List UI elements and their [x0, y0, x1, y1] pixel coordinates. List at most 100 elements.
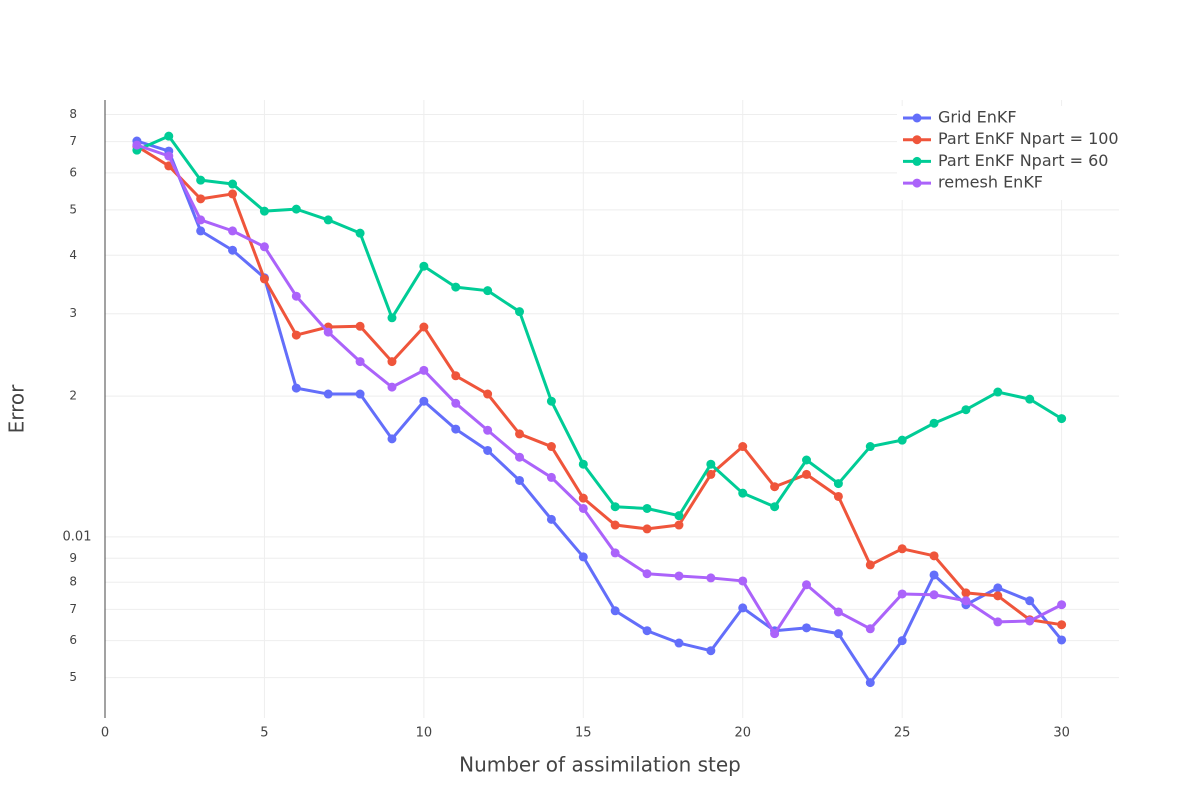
axes: 0 5 10 15 20 25 30 5 6 7 8 9 0.01 2 3 4 5 6 7 8 — [63, 100, 1070, 741]
series-line — [136, 145, 1062, 627]
data-point — [802, 469, 812, 479]
y-tick-label: 5 — [69, 202, 77, 216]
plot-area — [132, 131, 1067, 688]
series-line — [136, 139, 1063, 685]
data-point — [738, 488, 748, 498]
data-point — [578, 459, 588, 469]
data-point — [802, 455, 812, 465]
data-point — [1057, 414, 1067, 424]
x-tick-label: 30 — [1053, 726, 1070, 741]
data-point — [259, 274, 269, 284]
data-point — [546, 442, 556, 452]
data-point — [738, 603, 748, 613]
data-point — [387, 382, 397, 392]
y-tick-label: 9 — [69, 551, 77, 565]
data-point — [833, 607, 843, 617]
y-tick-label: 8 — [69, 575, 77, 589]
y-tick-label: 6 — [69, 633, 77, 647]
data-point — [961, 596, 971, 606]
data-point — [132, 140, 142, 150]
data-point — [865, 624, 875, 634]
data-point — [706, 459, 716, 469]
data-point — [196, 175, 206, 185]
data-point — [515, 475, 525, 485]
data-point — [770, 629, 780, 639]
legend-background — [897, 106, 1137, 200]
x-tick-label: 0 — [101, 726, 109, 741]
data-point — [610, 520, 620, 530]
data-point — [323, 215, 333, 225]
legend-marker — [912, 156, 922, 166]
data-point — [1025, 616, 1035, 626]
data-point — [993, 387, 1003, 397]
data-point — [993, 583, 1003, 593]
data-point — [323, 327, 333, 337]
data-point — [387, 313, 397, 323]
data-point — [323, 389, 333, 399]
data-point — [259, 206, 269, 216]
data-point — [196, 215, 206, 225]
data-point — [897, 544, 907, 554]
data-point — [291, 204, 301, 214]
data-point — [610, 548, 620, 558]
data-point — [419, 261, 429, 271]
data-point — [483, 425, 493, 435]
data-point — [419, 396, 429, 406]
data-point — [451, 371, 461, 381]
data-point — [1057, 600, 1067, 610]
data-point — [674, 638, 684, 648]
data-point — [929, 418, 939, 428]
data-point — [291, 383, 301, 393]
data-point — [897, 435, 907, 445]
data-point — [833, 629, 843, 639]
data-point — [1025, 394, 1035, 404]
data-point — [610, 502, 620, 512]
data-point — [929, 590, 939, 600]
data-point — [674, 511, 684, 521]
data-point — [706, 573, 716, 583]
series-line — [136, 143, 1063, 636]
data-point — [483, 445, 493, 455]
data-point — [1025, 596, 1035, 606]
data-point — [451, 424, 461, 434]
data-point — [865, 442, 875, 452]
data-point — [610, 606, 620, 616]
data-point — [546, 472, 556, 482]
data-point — [642, 524, 652, 534]
data-point — [355, 357, 365, 367]
legend-marker — [912, 178, 922, 188]
data-point — [674, 571, 684, 581]
data-point — [642, 503, 652, 513]
data-point — [706, 646, 716, 656]
legend-marker — [912, 113, 922, 123]
data-point — [355, 389, 365, 399]
data-point — [833, 491, 843, 501]
data-point — [546, 396, 556, 406]
data-point — [961, 588, 971, 598]
data-point — [578, 503, 588, 513]
x-tick-label: 25 — [894, 726, 911, 741]
y-tick-label: 5 — [69, 670, 77, 684]
data-point — [961, 405, 971, 415]
data-point — [770, 482, 780, 492]
data-point — [993, 591, 1003, 601]
y-tick-label: 7 — [69, 134, 77, 148]
data-point — [164, 151, 174, 161]
y-tick-label: 6 — [69, 165, 77, 179]
data-point — [196, 226, 206, 236]
data-point — [1057, 620, 1067, 630]
x-axis-title: Number of assimilation step — [459, 753, 741, 777]
legend-label: remesh EnKF — [938, 173, 1043, 192]
data-point — [738, 442, 748, 452]
x-tick-label: 5 — [260, 726, 268, 741]
data-point — [515, 452, 525, 462]
x-tick-label: 15 — [575, 726, 592, 741]
data-point — [228, 179, 238, 189]
data-point — [483, 286, 493, 296]
data-point — [1057, 635, 1067, 645]
data-point — [642, 569, 652, 579]
x-tick-label: 20 — [734, 726, 751, 741]
data-point — [929, 570, 939, 580]
data-point — [291, 330, 301, 340]
